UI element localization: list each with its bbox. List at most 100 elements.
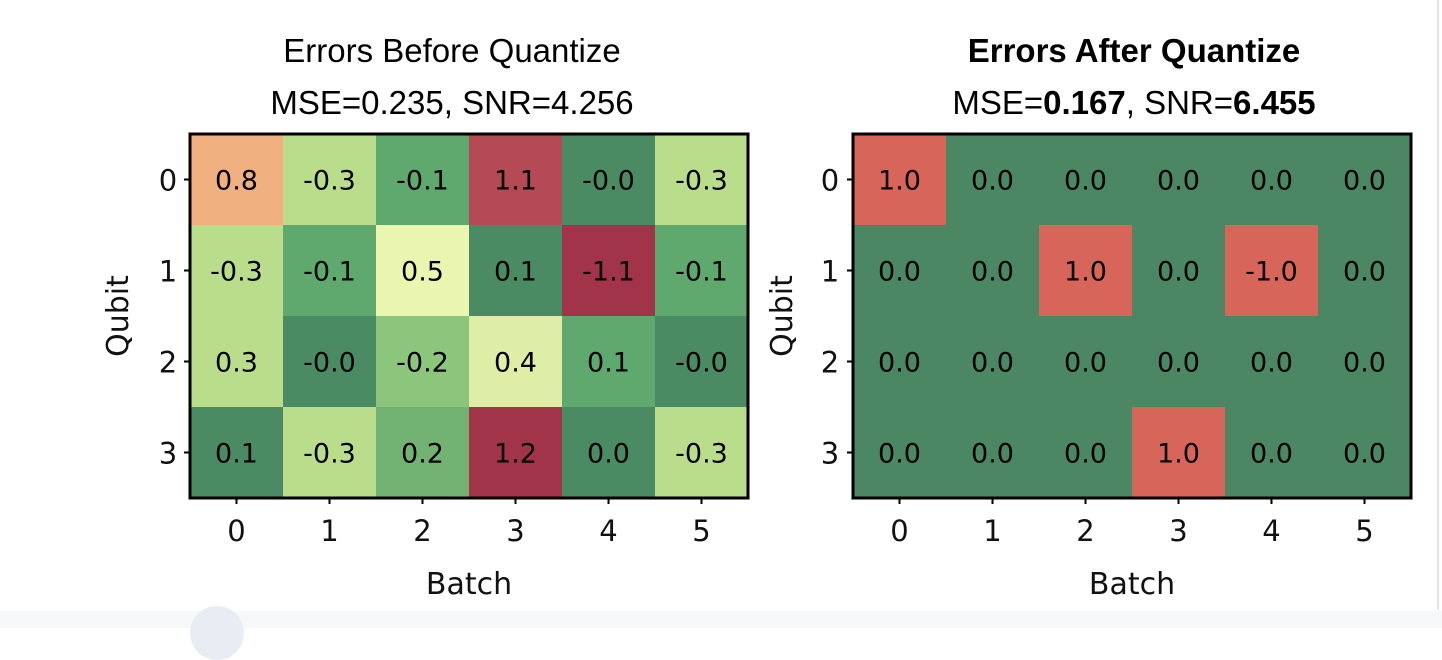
chart-title: Errors After Quantize xyxy=(968,32,1301,69)
heatmap-cell xyxy=(655,316,749,408)
heatmap-cell xyxy=(562,316,656,408)
x-tick-label: 0 xyxy=(227,514,245,548)
cell-value-label: 0.0 xyxy=(1343,257,1386,288)
cell-value-label: 0.8 xyxy=(215,166,258,197)
x-tick-label: 1 xyxy=(320,514,338,548)
heatmap-cell xyxy=(469,225,563,317)
cell-value-label: 0.5 xyxy=(401,257,444,288)
heatmap-frame xyxy=(188,132,750,500)
heatmap-cell xyxy=(376,316,470,408)
cell-value-label: 0.0 xyxy=(878,348,921,379)
cell-value-label: 0.0 xyxy=(1157,257,1200,288)
heatmap-cell xyxy=(190,316,284,408)
x-tick-label: 5 xyxy=(692,514,710,548)
cell-value-label: -0.1 xyxy=(396,166,449,197)
cell-value-label: 0.0 xyxy=(1064,166,1107,197)
cell-value-label: 0.0 xyxy=(1064,348,1107,379)
heatmap-cell xyxy=(283,134,377,226)
heatmap-cell xyxy=(1225,134,1319,226)
cell-value-label: -0.1 xyxy=(675,257,728,288)
y-tick-label: 3 xyxy=(159,437,177,471)
heatmap-cell xyxy=(283,316,377,408)
cell-value-label: 0.0 xyxy=(587,439,630,470)
snr-value: 4.256 xyxy=(551,84,634,121)
heatmap-cell xyxy=(190,225,284,317)
heatmap-0: Errors Before Quantize MSE=0.235, SNR=4.2… xyxy=(101,32,750,602)
x-tick-label: 1 xyxy=(983,514,1001,548)
heatmap-cell xyxy=(1039,134,1133,226)
heatmap-cell xyxy=(655,134,749,226)
heatmap-cell xyxy=(469,134,563,226)
heatmap-cell xyxy=(853,407,947,499)
heatmap-cell xyxy=(1132,407,1226,499)
y-tick-label: 0 xyxy=(821,164,839,198)
cell-value-label: -1.1 xyxy=(582,257,635,288)
cell-value-label: -0.3 xyxy=(210,257,263,288)
cell-value-label: -0.3 xyxy=(675,439,728,470)
y-axis-label: Qubit xyxy=(765,275,800,357)
heatmap-cell xyxy=(1039,225,1133,317)
cell-value-label: 0.0 xyxy=(1064,439,1107,470)
cell-value-label: 0.1 xyxy=(494,257,537,288)
x-axis-label: Batch xyxy=(426,567,512,602)
cell-value-label: 0.0 xyxy=(971,257,1014,288)
snr-label: , SNR= xyxy=(444,84,551,121)
heatmap-cell xyxy=(562,134,656,226)
chart-title: Errors Before Quantize xyxy=(283,32,620,69)
heatmap-cell xyxy=(655,407,749,499)
x-tick-label: 2 xyxy=(1076,514,1094,548)
heatmap-cell xyxy=(1318,407,1412,499)
x-tick-label: 2 xyxy=(413,514,431,548)
y-tick-label: 3 xyxy=(821,437,839,471)
cell-value-label: -0.0 xyxy=(582,166,635,197)
cell-value-label: 0.4 xyxy=(494,348,537,379)
y-tick-label: 2 xyxy=(159,346,177,380)
heatmap-cell xyxy=(376,225,470,317)
cell-value-label: 1.0 xyxy=(1157,439,1200,470)
chart-subtitle: MSE=0.235, SNR=4.256 xyxy=(270,84,633,121)
heatmap-cell xyxy=(1225,316,1319,408)
mse-value: 0.235 xyxy=(361,84,444,121)
y-tick-label: 0 xyxy=(159,164,177,198)
heatmap-frame xyxy=(851,132,1413,500)
heatmap-cell xyxy=(1318,225,1412,317)
cell-value-label: -0.1 xyxy=(303,257,356,288)
heatmap-cell xyxy=(376,134,470,226)
x-tick-label: 4 xyxy=(599,514,617,548)
cell-value-label: 0.0 xyxy=(1343,348,1386,379)
heatmap-cell xyxy=(1132,225,1226,317)
cell-value-label: 0.0 xyxy=(1250,348,1293,379)
heatmap-cell xyxy=(1318,134,1412,226)
heatmap-cell xyxy=(946,316,1040,408)
cell-value-label: -0.0 xyxy=(675,348,728,379)
mse-label: MSE= xyxy=(270,84,361,121)
cell-value-label: -1.0 xyxy=(1245,257,1298,288)
heatmap-cell xyxy=(190,407,284,499)
heatmap-cell xyxy=(946,134,1040,226)
heatmap-cell xyxy=(190,134,284,226)
heatmap-1: Errors After Quantize MSE=0.167, SNR=6.45… xyxy=(765,32,1413,602)
bottom-band xyxy=(0,611,1442,628)
cell-value-label: 1.2 xyxy=(494,439,537,470)
x-tick-label: 4 xyxy=(1262,514,1280,548)
cell-value-label: 0.0 xyxy=(1343,439,1386,470)
heatmap-cell xyxy=(562,407,656,499)
cell-value-label: 0.0 xyxy=(878,439,921,470)
cell-value-label: 0.0 xyxy=(1250,439,1293,470)
cell-value-label: 0.0 xyxy=(1250,166,1293,197)
cell-value-label: 1.1 xyxy=(494,166,537,197)
heatmap-cell xyxy=(376,407,470,499)
cell-value-label: 0.0 xyxy=(1157,166,1200,197)
chart-subtitle: MSE=0.167, SNR=6.455 xyxy=(952,84,1315,121)
x-tick-label: 3 xyxy=(506,514,524,548)
heatmap-cell xyxy=(1039,407,1133,499)
heatmap-cell xyxy=(946,225,1040,317)
x-tick-label: 5 xyxy=(1355,514,1373,548)
cell-value-label: 0.0 xyxy=(1343,166,1386,197)
heatmap-cell xyxy=(562,225,656,317)
heatmap-cell xyxy=(655,225,749,317)
heatmap-cell xyxy=(853,316,947,408)
cell-value-label: 1.0 xyxy=(878,166,921,197)
heatmap-cell xyxy=(1039,316,1133,408)
heatmap-cell xyxy=(283,407,377,499)
